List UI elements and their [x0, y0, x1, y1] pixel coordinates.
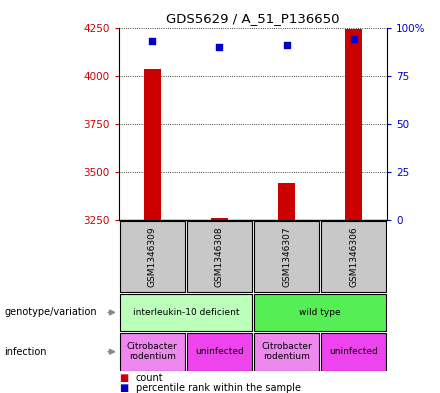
Text: GSM1346309: GSM1346309	[148, 226, 157, 287]
Text: count: count	[136, 373, 163, 383]
Text: ■: ■	[119, 383, 128, 393]
Bar	[120, 221, 184, 292]
Bar	[254, 294, 386, 331]
Text: GSM1346307: GSM1346307	[282, 226, 291, 287]
Text: wild type: wild type	[299, 308, 341, 317]
Bar	[120, 294, 252, 331]
Bar	[254, 333, 319, 371]
Text: ■: ■	[119, 373, 128, 383]
Text: interleukin-10 deficient: interleukin-10 deficient	[132, 308, 239, 317]
Text: GSM1346306: GSM1346306	[349, 226, 358, 287]
Point	[350, 36, 357, 42]
Bar	[187, 221, 252, 292]
Bar	[278, 182, 295, 220]
Text: uninfected: uninfected	[329, 347, 378, 356]
Bar	[120, 333, 184, 371]
Text: genotype/variation: genotype/variation	[4, 307, 97, 318]
Text: Citrobacter
rodentium: Citrobacter rodentium	[127, 342, 178, 362]
Text: Citrobacter
rodentium: Citrobacter rodentium	[261, 342, 312, 362]
Text: uninfected: uninfected	[195, 347, 244, 356]
Bar	[144, 69, 161, 220]
Text: GSM1346308: GSM1346308	[215, 226, 224, 287]
Point	[149, 38, 156, 44]
Bar	[211, 218, 228, 220]
Title: GDS5629 / A_51_P136650: GDS5629 / A_51_P136650	[166, 12, 340, 25]
Bar	[254, 221, 319, 292]
Bar	[322, 333, 386, 371]
Bar	[322, 221, 386, 292]
Point	[283, 42, 290, 48]
Text: percentile rank within the sample: percentile rank within the sample	[136, 383, 301, 393]
Point	[216, 44, 223, 50]
Text: infection: infection	[4, 347, 47, 357]
Bar	[345, 29, 362, 220]
Bar	[187, 333, 252, 371]
